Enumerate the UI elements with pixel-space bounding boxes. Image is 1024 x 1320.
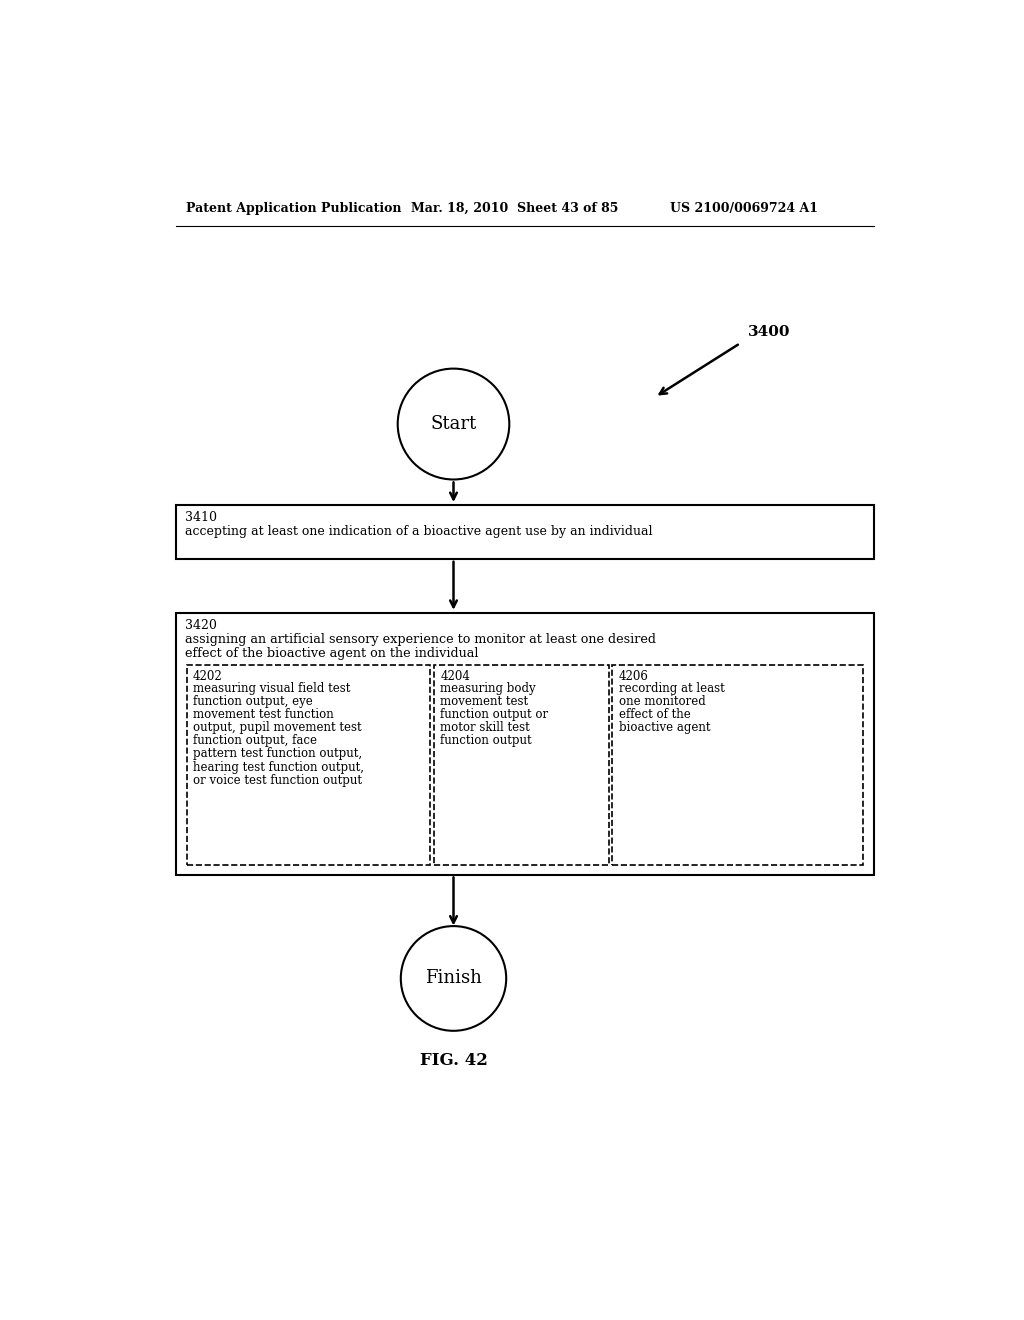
Text: movement test function: movement test function	[194, 708, 334, 721]
Text: Finish: Finish	[425, 969, 482, 987]
Text: measuring visual field test: measuring visual field test	[194, 682, 350, 696]
Text: pattern test function output,: pattern test function output,	[194, 747, 362, 760]
Text: function output or: function output or	[440, 708, 549, 721]
Text: 4206: 4206	[618, 669, 648, 682]
Text: or voice test function output: or voice test function output	[194, 774, 362, 787]
Text: 4202: 4202	[194, 669, 223, 682]
Text: 3400: 3400	[748, 325, 791, 339]
Text: hearing test function output,: hearing test function output,	[194, 760, 365, 774]
Text: Mar. 18, 2010  Sheet 43 of 85: Mar. 18, 2010 Sheet 43 of 85	[411, 202, 618, 215]
Text: effect of the: effect of the	[618, 708, 690, 721]
Ellipse shape	[397, 368, 509, 479]
Text: Start: Start	[430, 414, 476, 433]
Bar	[176, 612, 873, 875]
Bar	[612, 665, 862, 866]
Bar	[187, 665, 430, 866]
Text: FIG. 42: FIG. 42	[420, 1052, 487, 1069]
Text: Patent Application Publication: Patent Application Publication	[186, 202, 401, 215]
Text: measuring body: measuring body	[440, 682, 536, 696]
Text: movement test: movement test	[440, 696, 528, 708]
Text: output, pupil movement test: output, pupil movement test	[194, 721, 361, 734]
Text: function output, eye: function output, eye	[194, 696, 313, 708]
Text: assigning an artificial sensory experience to monitor at least one desired: assigning an artificial sensory experien…	[185, 632, 656, 645]
Text: 3420: 3420	[185, 619, 217, 632]
Text: function output: function output	[440, 734, 531, 747]
Text: 4204: 4204	[440, 669, 470, 682]
Text: recording at least: recording at least	[618, 682, 724, 696]
Text: motor skill test: motor skill test	[440, 721, 530, 734]
Text: 3410: 3410	[185, 511, 217, 524]
Bar	[176, 506, 873, 558]
Text: accepting at least one indication of a bioactive agent use by an individual: accepting at least one indication of a b…	[185, 525, 653, 539]
Bar	[434, 665, 608, 866]
Text: one monitored: one monitored	[618, 696, 706, 708]
Text: US 2100/0069724 A1: US 2100/0069724 A1	[671, 202, 818, 215]
Text: function output, face: function output, face	[194, 734, 317, 747]
Text: bioactive agent: bioactive agent	[618, 721, 710, 734]
Text: effect of the bioactive agent on the individual: effect of the bioactive agent on the ind…	[185, 647, 479, 660]
Ellipse shape	[400, 927, 506, 1031]
